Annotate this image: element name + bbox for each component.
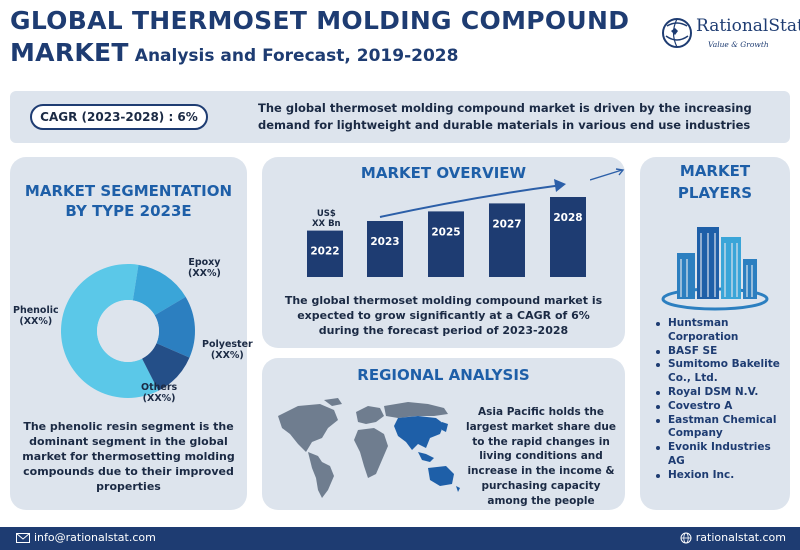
segmentation-donut-chart <box>60 264 195 398</box>
footer-website[interactable]: rationalstat.com <box>680 531 786 544</box>
player-item: Eastman Chemical Company <box>654 414 788 442</box>
epoxy-label-name: Epoxy <box>188 257 221 268</box>
overview-bar-label-2023: 2023 <box>370 236 399 248</box>
overview-header-arrow-icon <box>590 168 625 181</box>
others-label-value: (XX%) <box>142 393 176 404</box>
overview-bar-2023 <box>367 221 403 277</box>
globe-icon <box>680 532 692 544</box>
cagr-badge: CAGR (2023-2028) : 6% <box>30 104 208 130</box>
epoxy-label-value: (XX%) <box>188 268 221 279</box>
phenolic-label-name: Phenolic <box>13 305 59 316</box>
polyester-label-value: (XX%) <box>210 350 244 361</box>
footer-bar: info@rationalstat.com rationalstat.com <box>0 527 800 550</box>
overview-bar-2025 <box>428 211 464 277</box>
growth-arrow <box>379 184 563 218</box>
rationalstat-logo: RationalStat Value & Growth <box>660 14 800 56</box>
footer-website-text[interactable]: rationalstat.com <box>695 531 786 544</box>
donut-slice-others <box>142 343 190 391</box>
overview-bar-2022 <box>307 230 343 277</box>
segmentation-title-line2: BY TYPE 2023E <box>65 202 192 220</box>
buildings-icon <box>661 227 769 311</box>
others-label: Others (XX%) <box>141 382 177 404</box>
segmentation-card: MARKET SEGMENTATION BY TYPE 2023E Epoxy … <box>10 157 253 510</box>
globe-icon <box>662 18 692 48</box>
player-item: Covestro A <box>654 400 788 414</box>
polyester-label: Polyester (XX%) <box>202 339 253 361</box>
market-overview-description: The global thermoset molding compound ma… <box>284 294 603 337</box>
market-overview-title: MARKET OVERVIEW <box>360 164 527 182</box>
donut-hole <box>97 300 159 362</box>
currency-label: US$ XX Bn <box>312 209 341 229</box>
player-item: Royal DSM N.V. <box>654 386 788 400</box>
regional-analysis-title: REGIONAL ANALYSIS <box>357 366 530 384</box>
cagr-description: The global thermoset molding compound ma… <box>258 101 752 132</box>
player-item: Hexion Inc. <box>654 469 788 483</box>
market-players-title-line2: PLAYERS <box>677 184 753 202</box>
market-players-list: Huntsman Corporation BASF SE Sumitomo Ba… <box>654 317 788 483</box>
market-players-card: MARKET PLAYERS Huntsman Corporation BASF… <box>640 157 790 510</box>
phenolic-label-value: (XX%) <box>19 316 53 327</box>
cagr-banner: CAGR (2023-2028) : 6% The global thermos… <box>10 91 790 143</box>
overview-bar-label-2025: 2025 <box>431 226 460 238</box>
footer-email[interactable]: info@rationalstat.com <box>16 531 156 544</box>
regional-analysis-card: REGIONAL ANALYSIS Asia Pacific holds the… <box>262 358 625 510</box>
player-item: BASF SE <box>654 345 788 359</box>
player-item: Sumitomo Bakelite Co., Ltd. <box>654 358 788 386</box>
title-market-word: MARKET <box>10 38 129 67</box>
market-players-title-line1: MARKET <box>679 162 751 180</box>
overview-bar-label-2022: 2022 <box>310 246 339 258</box>
donut-slice-polyester <box>154 296 195 358</box>
polyester-label-name: Polyester <box>202 339 253 350</box>
page-title: GLOBAL THERMOSET MOLDING COMPOUND <box>10 6 630 35</box>
growth-arrow-head <box>554 179 566 192</box>
market-players-title: MARKET PLAYERS <box>640 160 790 204</box>
segmentation-description: The phenolic resin segment is the domina… <box>22 420 235 493</box>
player-item: Huntsman Corporation <box>654 317 788 345</box>
currency-line1: US$ <box>316 209 336 219</box>
currency-line2: XX Bn <box>312 219 341 229</box>
donut-slice-epoxy <box>132 264 186 316</box>
footer-email-text[interactable]: info@rationalstat.com <box>34 531 156 544</box>
player-item: Evonik Industries AG <box>654 441 788 469</box>
logo-tagline: Value & Growth <box>708 40 769 49</box>
donut-slice-phenolic <box>60 264 159 398</box>
overview-bar-2028 <box>550 197 586 277</box>
title-analysis-text: Analysis and Forecast, 2019-2028 <box>134 46 459 66</box>
segmentation-title: MARKET SEGMENTATION BY TYPE 2023E <box>10 181 247 221</box>
market-overview-bar-chart: 2022 2023 2025 2027 2028 <box>307 179 586 277</box>
others-label-name: Others <box>141 382 178 393</box>
overview-bar-label-2027: 2027 <box>492 218 521 230</box>
overview-bar-label-2028: 2028 <box>553 212 582 224</box>
regional-analysis-description: Asia Pacific holds the largest market sh… <box>465 406 616 507</box>
page-subtitle: MARKET Analysis and Forecast, 2019-2028 <box>10 38 458 67</box>
market-overview-card: MARKET OVERVIEW US$ XX Bn 2022 2023 2025 20… <box>262 157 625 348</box>
epoxy-label: Epoxy (XX%) <box>188 257 221 279</box>
world-map-icon <box>278 398 460 498</box>
email-icon <box>16 533 30 543</box>
overview-bar-2027 <box>489 203 525 277</box>
segmentation-title-line1: MARKET SEGMENTATION <box>24 182 233 200</box>
phenolic-label: Phenolic (XX%) <box>13 305 59 327</box>
logo-name: RationalStat <box>696 16 800 36</box>
